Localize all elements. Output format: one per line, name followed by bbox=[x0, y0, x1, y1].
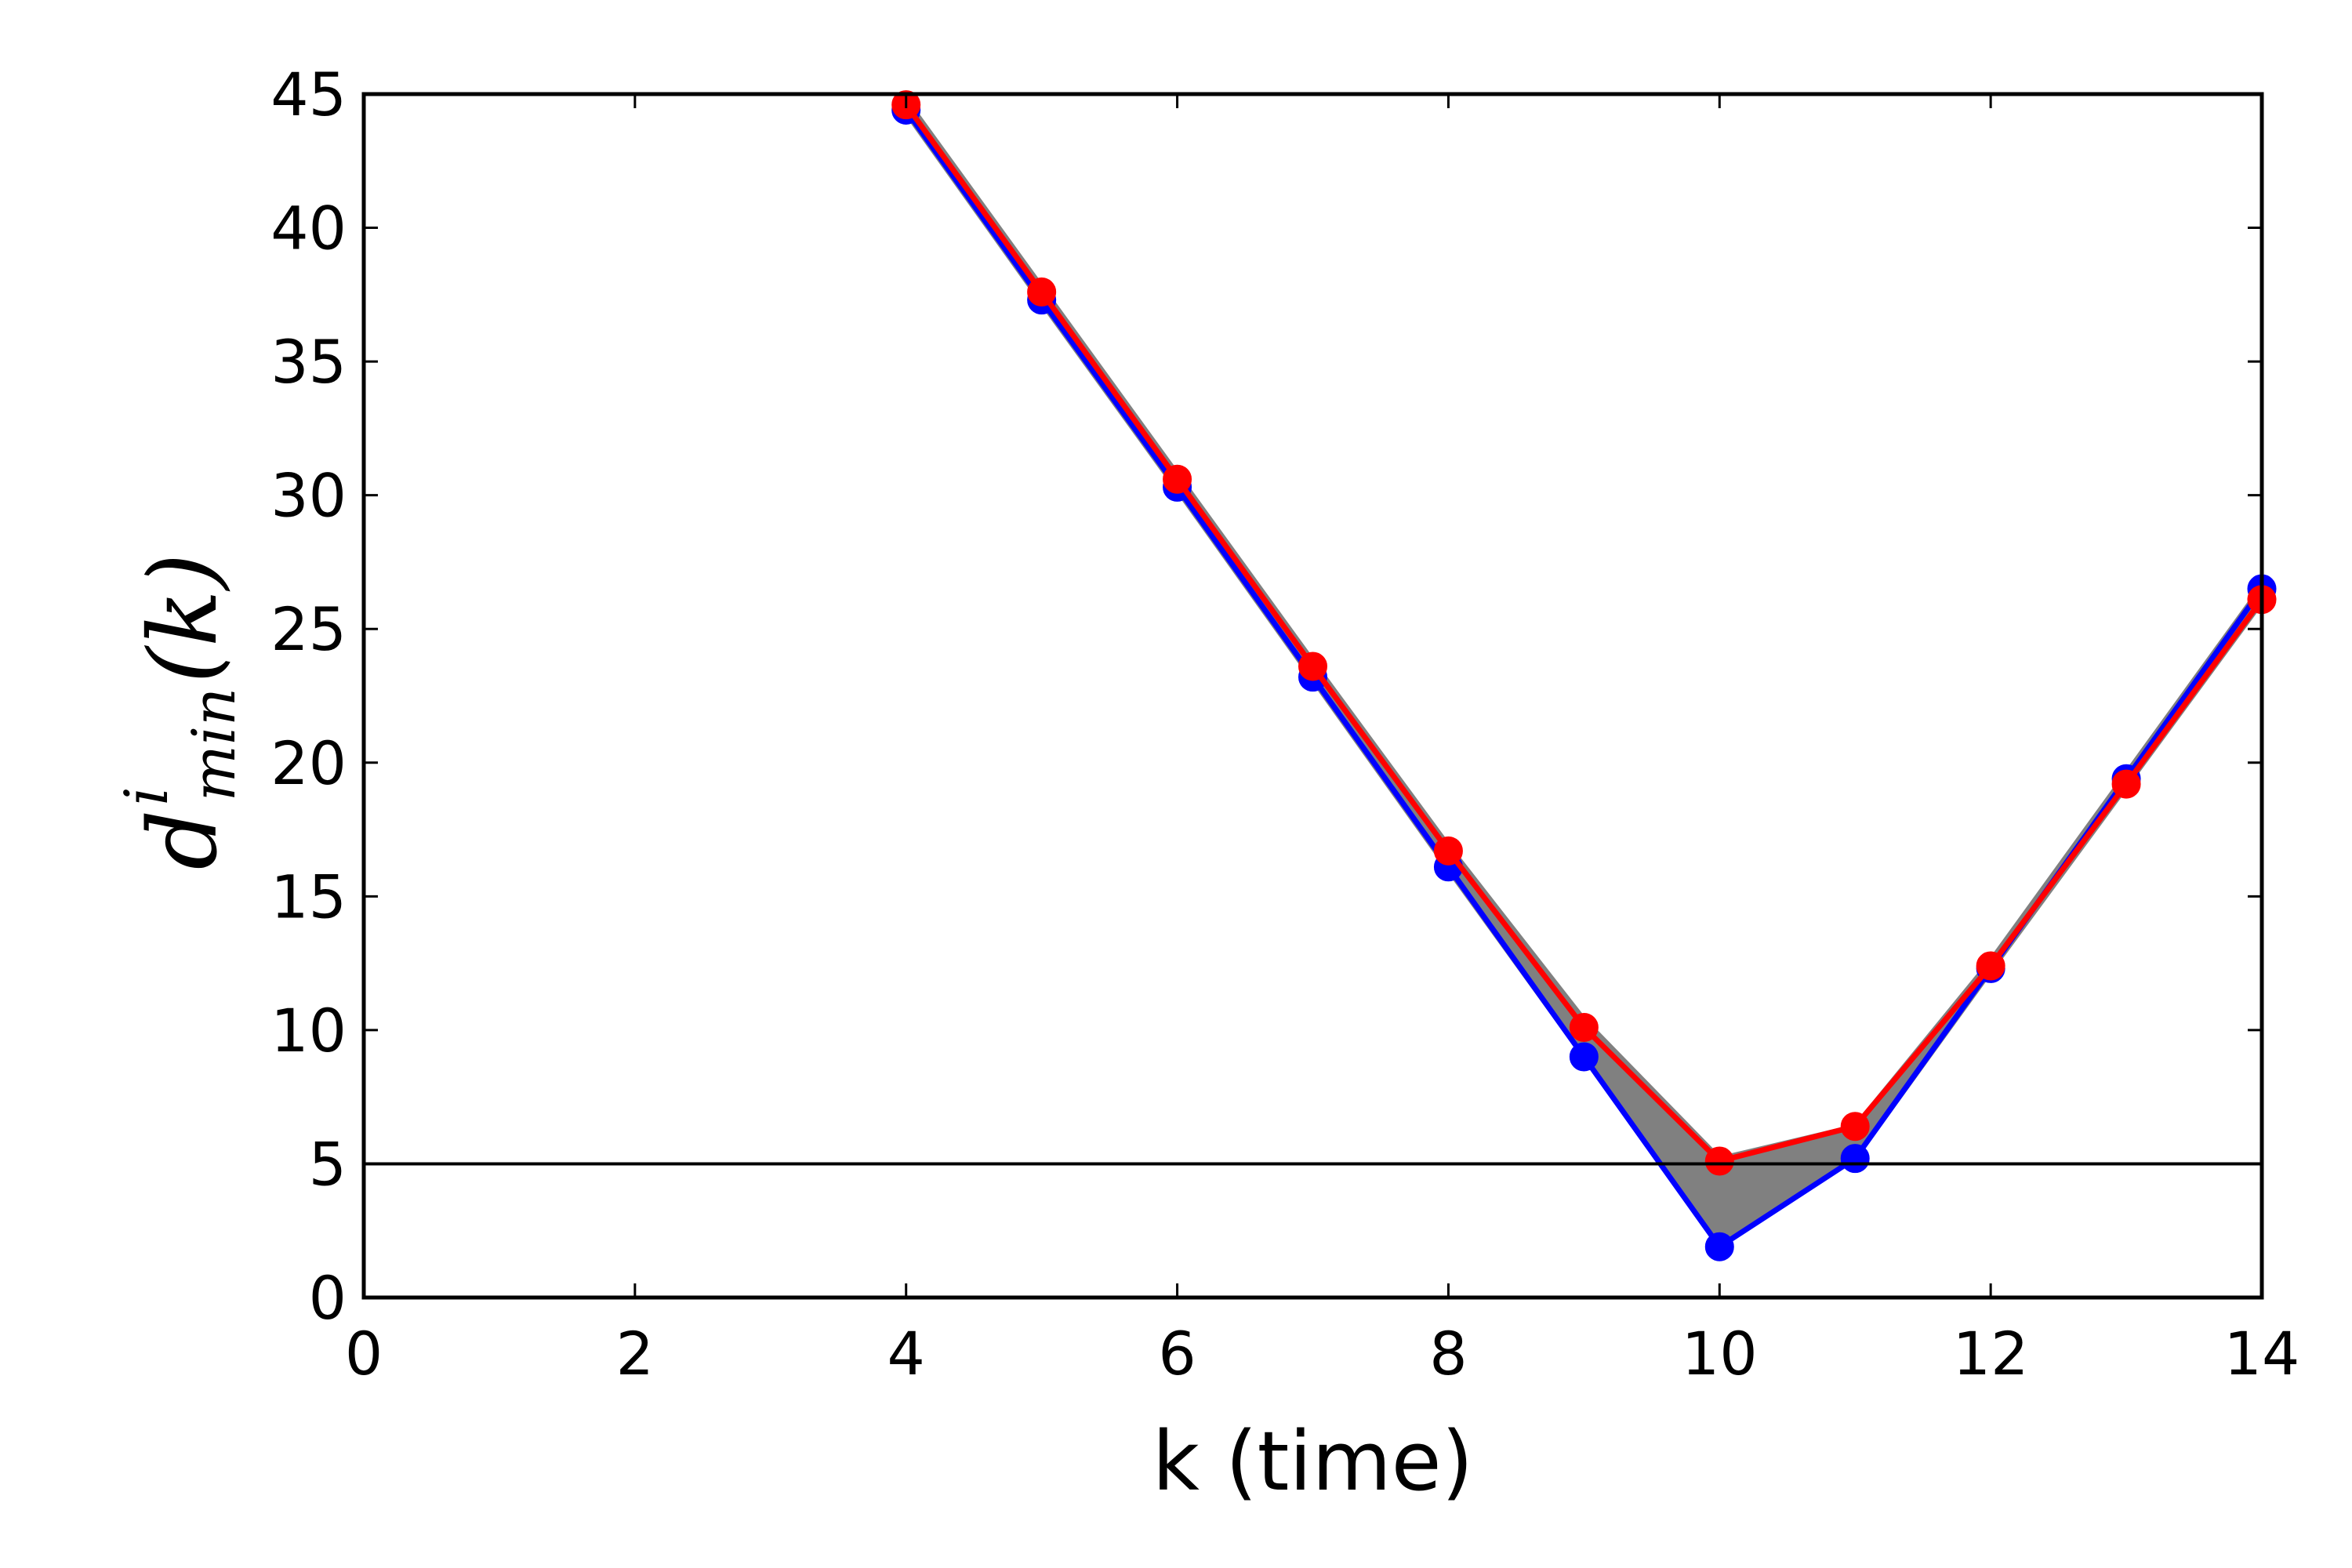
data-point bbox=[1704, 1146, 1734, 1176]
y-tick-label: 5 bbox=[309, 1129, 347, 1199]
x-tick-label: 12 bbox=[1953, 1319, 2029, 1388]
plot-frame bbox=[361, 92, 2264, 1300]
x-tick-label: 8 bbox=[1429, 1319, 1467, 1388]
data-point bbox=[2111, 769, 2141, 799]
y-tick-label: 20 bbox=[270, 728, 347, 798]
y-tick-label: 35 bbox=[270, 327, 347, 397]
data-point bbox=[1298, 652, 1327, 681]
x-tick-label: 0 bbox=[345, 1319, 383, 1388]
y-tick-label: 40 bbox=[270, 194, 347, 263]
axes-frame bbox=[361, 92, 2264, 1300]
data-point bbox=[1704, 1232, 1734, 1261]
data-point bbox=[1027, 277, 1057, 307]
y-label-argument: (k) bbox=[129, 553, 238, 683]
series-layer bbox=[891, 90, 2277, 1261]
data-point bbox=[1976, 951, 2005, 981]
series-band bbox=[903, 96, 2264, 1247]
y-tick-label: 30 bbox=[270, 461, 347, 531]
series-line-2 bbox=[903, 103, 2264, 1164]
y-tick-label: 0 bbox=[309, 1263, 347, 1333]
data-point bbox=[1163, 464, 1192, 494]
y-tick-label: 15 bbox=[270, 862, 347, 931]
x-axis-label: k (time) bbox=[1152, 1414, 1473, 1509]
y-tick-label: 25 bbox=[270, 594, 347, 664]
y-label-subscript: min bbox=[179, 688, 249, 801]
x-tick-label: 14 bbox=[2224, 1319, 2300, 1388]
y-tick-label: 10 bbox=[270, 996, 347, 1065]
x-tick-label: 4 bbox=[887, 1319, 925, 1388]
data-point bbox=[1433, 836, 1463, 866]
tick-layer: 0 2 4 6 8 10 12 14 0 5 10 15 20 25 30 35 40 45 bbox=[270, 60, 2299, 1388]
x-tick-label: 10 bbox=[1682, 1319, 1758, 1388]
x-tick-label: 2 bbox=[616, 1319, 654, 1388]
data-point bbox=[1840, 1112, 1870, 1142]
y-tick-label: 45 bbox=[270, 60, 347, 129]
x-tick-label: 6 bbox=[1158, 1319, 1196, 1388]
series-line-1 bbox=[903, 108, 2264, 1250]
data-point bbox=[1569, 1012, 1599, 1042]
y-axis-label: d i min (k) bbox=[111, 553, 249, 869]
y-label-base: d bbox=[129, 810, 238, 870]
y-label-superscript: i bbox=[111, 786, 181, 805]
data-point bbox=[1840, 1144, 1870, 1174]
data-point bbox=[1569, 1042, 1599, 1072]
